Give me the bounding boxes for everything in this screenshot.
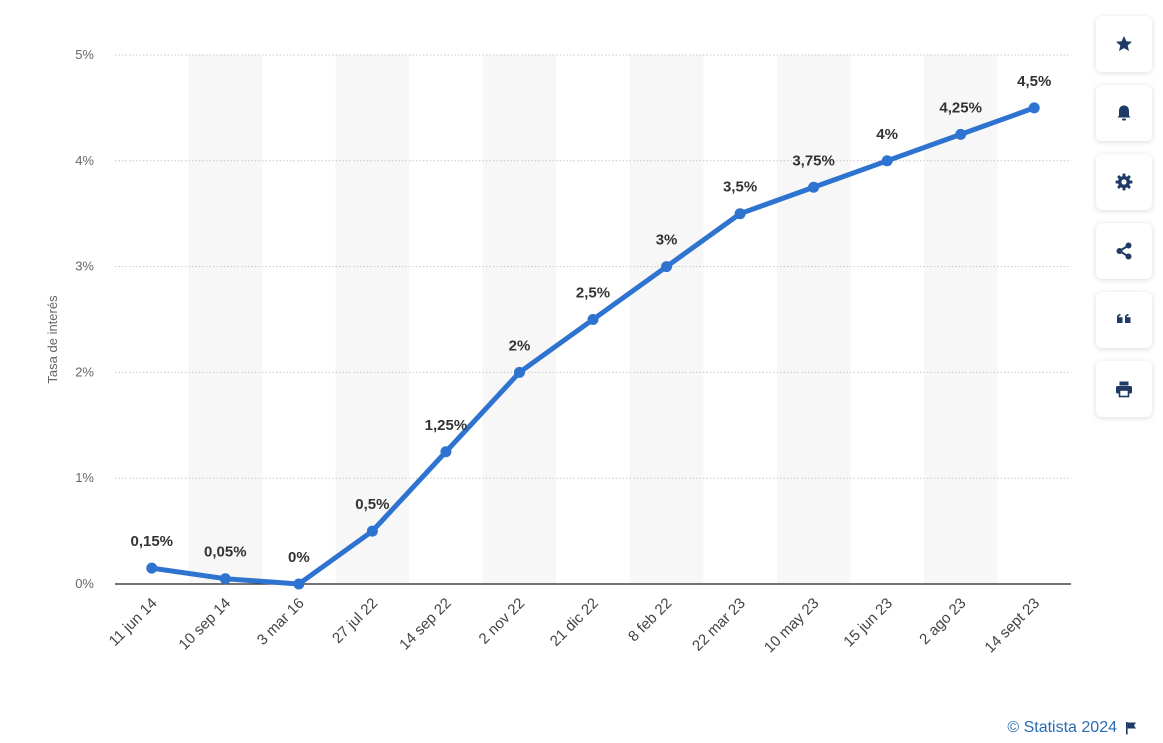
- print-icon: [1116, 381, 1132, 398]
- chart-toolbar: [1096, 16, 1154, 430]
- settings-button[interactable]: [1096, 154, 1152, 210]
- data-label: 0%: [288, 549, 310, 566]
- data-label: 4,5%: [1017, 73, 1051, 90]
- x-tick-label: 8 feb 22: [625, 595, 675, 645]
- column-band: [188, 55, 263, 584]
- favorite-button[interactable]: [1096, 16, 1152, 72]
- data-point: [808, 181, 820, 193]
- share-button[interactable]: [1096, 223, 1152, 279]
- column-band: [629, 55, 704, 584]
- data-label: 0,15%: [130, 533, 173, 550]
- data-point: [219, 573, 231, 585]
- data-label: 3,75%: [792, 152, 835, 169]
- data-point: [366, 525, 378, 537]
- print-button[interactable]: [1096, 361, 1152, 417]
- x-tick-label: 2 nov 22: [476, 595, 529, 648]
- y-tick-label: 0%: [75, 576, 94, 591]
- x-tick-label: 2 ago 23: [916, 595, 969, 648]
- footer: © Statista 2024: [1007, 719, 1137, 737]
- data-label: 1,25%: [425, 417, 468, 434]
- data-point: [146, 562, 158, 574]
- x-tick-label: 15 jun 23: [840, 595, 896, 651]
- data-label: 3,5%: [723, 179, 757, 196]
- column-band: [482, 55, 557, 584]
- data-point: [661, 261, 673, 273]
- line-chart: 0% 1% 2% 3% 4% 5% Tasa de interés 11 jun 14 10 s…: [45, 47, 1071, 657]
- y-axis-title: Tasa de interés: [45, 295, 60, 384]
- column-band: [335, 55, 410, 584]
- x-tick-label: 14 sep 22: [396, 595, 455, 654]
- bell-icon: [1117, 105, 1131, 121]
- cite-button[interactable]: [1096, 292, 1152, 348]
- data-label: 2,5%: [576, 285, 610, 302]
- x-tick-label: 3 mar 16: [254, 595, 308, 649]
- copyright-link[interactable]: © Statista 2024: [1007, 719, 1117, 736]
- data-point: [955, 128, 967, 140]
- share-icon: [1116, 242, 1132, 260]
- x-tick-label: 10 may 23: [761, 595, 823, 657]
- data-label: 4%: [876, 126, 898, 143]
- data-point: [513, 366, 525, 378]
- data-point: [1028, 102, 1040, 114]
- quote-icon: [1117, 314, 1131, 323]
- data-point: [293, 578, 305, 590]
- x-tick-label: 10 sep 14: [176, 595, 235, 654]
- y-tick-label: 5%: [75, 47, 94, 62]
- data-label: 0,05%: [204, 544, 247, 561]
- series-line: [149, 105, 1037, 587]
- x-tick-label: 21 dic 22: [547, 595, 602, 650]
- x-tick-label: 14 sept 23: [981, 595, 1043, 657]
- star-icon: [1116, 36, 1132, 51]
- data-point: [881, 155, 893, 167]
- gear-icon: [1115, 173, 1133, 191]
- column-band: [776, 55, 851, 584]
- data-point: [587, 314, 599, 325]
- x-tick-label: 27 jul 22: [329, 595, 381, 647]
- data-label: 0,5%: [355, 496, 389, 513]
- data-label: 4,25%: [939, 99, 982, 116]
- y-tick-label: 3%: [75, 259, 94, 274]
- data-point: [440, 446, 452, 458]
- y-tick-label: 1%: [75, 470, 94, 485]
- y-tick-label: 2%: [75, 364, 94, 379]
- x-tick-label: 11 jun 14: [106, 595, 161, 650]
- data-label: 2%: [509, 337, 531, 354]
- data-label: 3%: [656, 232, 678, 249]
- notification-button[interactable]: [1096, 85, 1152, 141]
- flag-icon[interactable]: [1125, 721, 1137, 735]
- y-tick-label: 4%: [75, 153, 94, 168]
- data-point: [734, 208, 746, 220]
- x-tick-label: 22 mar 23: [689, 595, 749, 655]
